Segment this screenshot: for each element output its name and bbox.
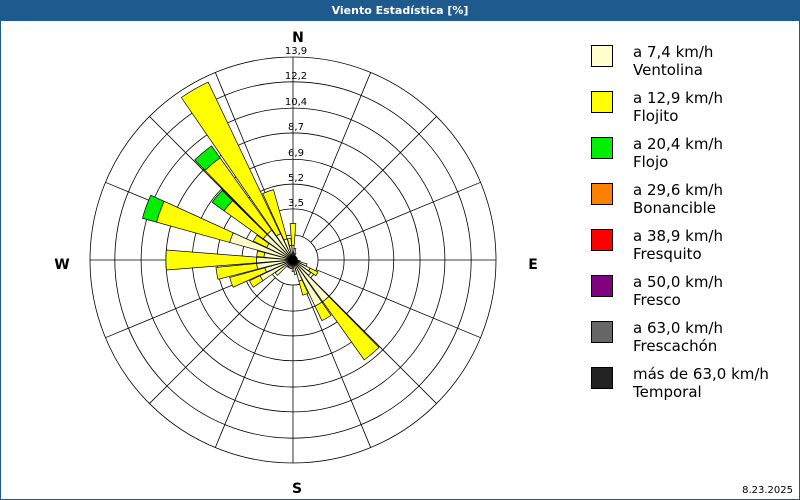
wind-segment [322, 295, 380, 361]
wind-segment [274, 259, 294, 276]
legend-text: a 63,0 km/h Frescachón [633, 319, 723, 355]
legend-label: a 12,9 km/h [633, 89, 723, 107]
legend-label: a 20,4 km/h [633, 135, 723, 153]
wind-segment [256, 250, 266, 258]
legend-text: a 38,9 km/h Fresquito [633, 227, 723, 263]
legend-sublabel: Fresquito [633, 245, 702, 263]
spoke [315, 181, 481, 251]
legend-item: más de 63,0 km/h Temporal [591, 365, 769, 401]
grid-circle [89, 56, 497, 464]
wind-segment [287, 237, 292, 247]
legend-label: a 29,6 km/h [633, 181, 723, 199]
legend-item: a 63,0 km/h Frescachón [591, 319, 723, 355]
legend-swatch [591, 367, 613, 389]
legend-label: más de 63,0 km/h [633, 365, 769, 383]
legend-item: a 50,0 km/h Fresco [591, 273, 723, 309]
wind-segment [291, 259, 295, 273]
legend-label: a 7,4 km/h [633, 43, 714, 61]
spoke [302, 72, 372, 238]
wind-segment [308, 267, 319, 277]
wind-segment [180, 81, 281, 237]
legend-item: a 7,4 km/h Ventolina [591, 43, 713, 79]
spoke [214, 282, 284, 448]
legend-sublabel: Flojito [633, 107, 679, 125]
legend-swatch [591, 229, 613, 251]
y-tick-label: 3,5 [288, 198, 304, 209]
spoke [315, 269, 481, 339]
spoke [149, 116, 276, 243]
legend-text: más de 63,0 km/h Temporal [633, 365, 769, 401]
wind-segment [229, 267, 267, 288]
spoke [310, 116, 437, 243]
legend-swatch [591, 275, 613, 297]
wind-segment [165, 249, 257, 271]
legend-label: a 63,0 km/h [633, 319, 723, 337]
legend-text: a 29,6 km/h Bonancible [633, 181, 723, 217]
wind-segment [211, 189, 234, 212]
compass-label: N [292, 30, 304, 46]
spoke [302, 282, 372, 448]
legend-text: a 50,0 km/h Fresco [633, 273, 723, 309]
grid-circle [140, 107, 446, 413]
legend-label: a 38,9 km/h [633, 227, 723, 245]
wind-segment [141, 194, 165, 223]
legend-sublabel: Flojo [633, 153, 669, 171]
y-tick-label: 5,2 [288, 173, 304, 184]
chart-title: Viento Estadística [%] [1, 1, 799, 21]
spoke [310, 277, 437, 404]
legend-item: a 12,9 km/h Flojito [591, 89, 723, 125]
wind-segment [298, 279, 309, 296]
legend-text: a 7,4 km/h Ventolina [633, 43, 713, 79]
legend-item: a 20,4 km/h Flojo [591, 135, 723, 171]
compass-label: S [292, 481, 302, 497]
legend-sublabel: Fresco [633, 291, 681, 309]
wind-segment [194, 145, 221, 171]
legend-swatch [591, 91, 613, 113]
wind-segment [262, 189, 288, 241]
legend-swatch [591, 183, 613, 205]
y-tick-label: 8,7 [288, 122, 304, 133]
legend-sublabel: Temporal [633, 383, 702, 401]
legend-swatch [591, 45, 613, 67]
y-tick-label: 10,4 [285, 97, 307, 108]
grid-circle [114, 81, 472, 439]
wind-segment [314, 301, 332, 322]
compass-label: W [54, 257, 69, 273]
wind-segment [215, 263, 259, 280]
legend-label: a 50,0 km/h [633, 273, 723, 291]
date: 8.23.2025 [742, 485, 793, 496]
y-tick-label: 6,9 [288, 148, 304, 159]
wind-segment [249, 275, 264, 288]
legend-swatch [591, 137, 613, 159]
legend-item: a 29,6 km/h Bonancible [591, 181, 723, 217]
wind-segment [292, 259, 298, 275]
legend-sublabel: Bonancible [633, 199, 717, 217]
legend-text: a 12,9 km/h Flojito [633, 89, 723, 125]
compass-label: E [528, 257, 538, 273]
legend-sublabel: Ventolina [633, 61, 703, 79]
wind-segment [252, 234, 270, 248]
wind-segment [289, 223, 297, 246]
legend-sublabel: Frescachón [633, 337, 718, 355]
chart: 3,5 5,2 6,9 8,7 10,4 12,2 13,9N E S W [54, 30, 538, 497]
y-tick-label: 12,2 [285, 71, 307, 82]
legend-item: a 38,9 km/h Fresquito [591, 227, 723, 263]
legend-text: a 20,4 km/h Flojo [633, 135, 723, 171]
wind-segment [292, 259, 312, 276]
spoke [149, 277, 276, 404]
y-tick-label: 13,9 [285, 46, 307, 57]
legend-swatch [591, 321, 613, 343]
